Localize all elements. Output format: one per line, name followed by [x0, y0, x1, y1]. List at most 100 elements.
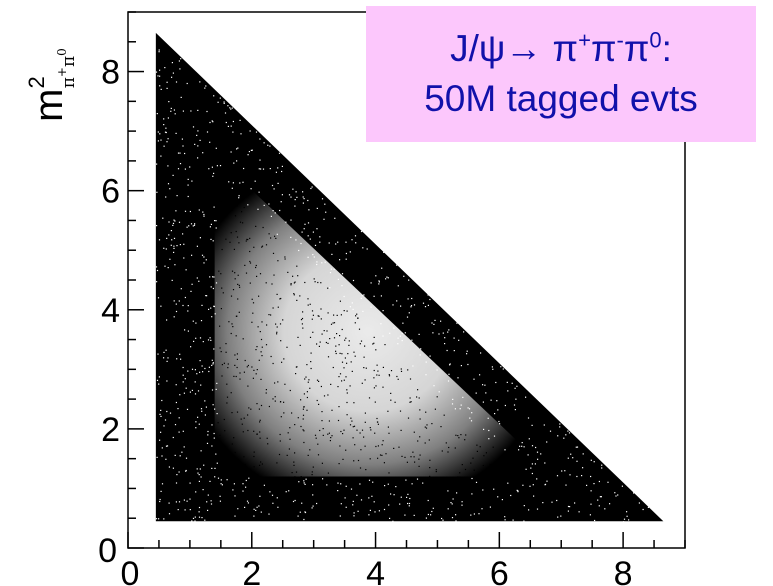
scatter-point — [493, 488, 495, 490]
scatter-point — [332, 366, 334, 369]
scatter-point — [276, 333, 278, 335]
scatter-point — [395, 486, 397, 488]
scatter-point — [296, 299, 298, 301]
scatter-point — [261, 463, 263, 465]
scatter-point — [258, 408, 260, 410]
scatter-point — [163, 425, 165, 427]
scatter-point — [245, 479, 247, 482]
scatter-point — [238, 311, 240, 313]
scatter-point — [581, 475, 583, 477]
scatter-point — [164, 67, 166, 69]
scatter-point — [316, 263, 318, 266]
scatter-point — [183, 446, 185, 448]
scatter-point — [447, 508, 449, 510]
scatter-point — [435, 471, 437, 473]
scatter-point — [303, 441, 305, 444]
scatter-point — [256, 346, 258, 348]
scatter-point — [212, 362, 214, 364]
scatter-point — [233, 375, 235, 377]
scatter-point — [232, 326, 234, 328]
scatter-point — [215, 453, 217, 455]
scatter-point — [231, 187, 233, 189]
scatter-point — [260, 404, 263, 407]
annotation-sup-minus: - — [616, 27, 624, 53]
scatter-point — [246, 500, 249, 502]
scatter-point — [180, 58, 182, 60]
scatter-point — [500, 366, 502, 368]
scatter-point — [263, 484, 265, 486]
scatter-point — [244, 464, 246, 466]
scatter-point — [396, 300, 398, 302]
scatter-point — [200, 476, 202, 478]
scatter-point — [377, 445, 379, 447]
scatter-point — [206, 131, 209, 133]
scatter-point — [321, 198, 324, 200]
scatter-point — [460, 434, 462, 436]
scatter-point — [171, 279, 173, 281]
scatter-point — [292, 275, 294, 277]
scatter-point — [418, 333, 420, 335]
scatter-point — [173, 219, 175, 221]
scatter-point — [166, 237, 168, 239]
scatter-point — [457, 476, 459, 478]
scatter-point — [175, 401, 177, 404]
scatter-point — [536, 451, 539, 453]
scatter-point — [482, 401, 484, 403]
scatter-point — [328, 242, 330, 244]
scatter-point — [183, 257, 185, 259]
scatter-point — [418, 397, 420, 399]
scatter-point — [249, 130, 251, 132]
scatter-point — [178, 300, 180, 302]
scatter-point — [293, 294, 295, 296]
scatter-point — [470, 420, 473, 422]
scatter-point — [416, 478, 419, 480]
scatter-point — [243, 456, 245, 458]
scatter-point — [451, 503, 453, 505]
scatter-point — [173, 251, 175, 253]
scatter-point — [196, 373, 198, 375]
scatter-point — [172, 222, 175, 224]
scatter-point — [512, 519, 514, 521]
scatter-point — [260, 461, 262, 463]
scatter-point — [173, 300, 175, 302]
scatter-point — [546, 441, 548, 443]
scatter-point — [364, 345, 366, 347]
scatter-point — [196, 468, 198, 470]
scatter-point — [450, 502, 452, 504]
scatter-point — [409, 497, 411, 500]
scatter-point — [341, 285, 343, 287]
scatter-point — [582, 453, 584, 455]
scatter-point — [372, 343, 374, 345]
scatter-point — [214, 467, 216, 469]
x-tick-label: 2 — [242, 555, 261, 586]
scatter-point — [431, 322, 433, 324]
scatter-point — [173, 237, 176, 239]
scatter-point — [218, 270, 220, 272]
scatter-point — [356, 313, 358, 315]
scatter-point — [265, 244, 268, 246]
scatter-point — [557, 516, 559, 518]
scatter-point — [206, 442, 209, 444]
scatter-point — [213, 276, 215, 278]
scatter-point — [272, 210, 274, 212]
scatter-point — [418, 458, 420, 460]
dalitz-interior — [214, 154, 556, 477]
scatter-point — [325, 211, 327, 213]
svg-text:m2π+π0: m2 π+π0 — [24, 48, 79, 122]
scatter-point — [349, 424, 352, 426]
scatter-point — [280, 201, 282, 203]
scatter-point — [362, 247, 364, 249]
scatter-point — [201, 254, 204, 256]
scatter-point — [260, 338, 263, 341]
scatter-point — [451, 517, 454, 519]
y-axis-label: m2 π+π0 — [24, 48, 79, 122]
scatter-point — [192, 225, 194, 227]
scatter-point — [253, 369, 255, 371]
scatter-point — [400, 368, 402, 370]
scatter-point — [443, 414, 445, 416]
scatter-point — [225, 343, 227, 345]
scatter-point — [161, 447, 163, 449]
scatter-point — [331, 435, 333, 437]
scatter-point — [335, 352, 337, 355]
scatter-point — [242, 431, 244, 433]
